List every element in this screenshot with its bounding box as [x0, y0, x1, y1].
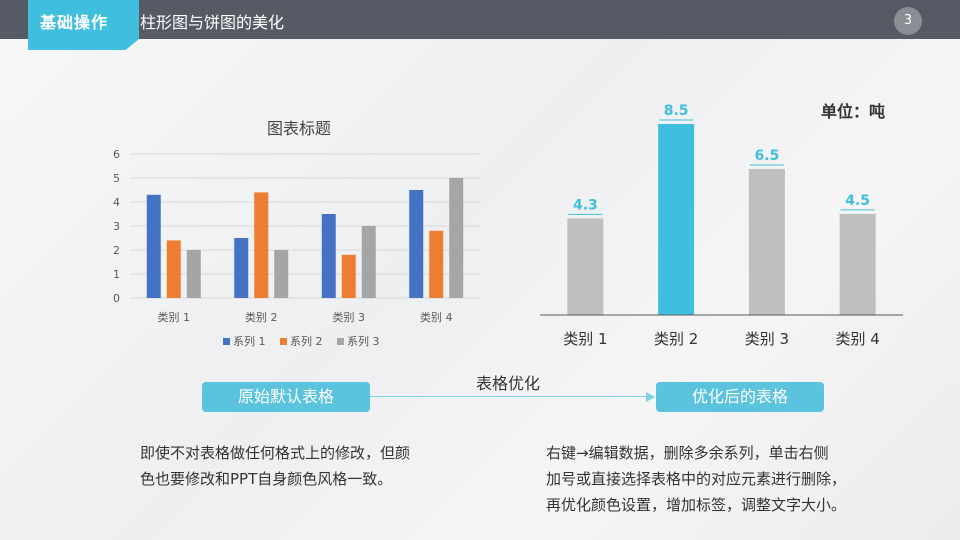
x-tick-label: 类别 4 [835, 330, 879, 348]
bar-series-1 [146, 194, 161, 298]
y-tick-label: 0 [113, 292, 120, 305]
legend-swatch [223, 338, 230, 345]
arrow-right-icon [646, 392, 655, 402]
legend-swatch [280, 338, 287, 345]
optimize-arrow-line [370, 396, 648, 397]
data-label: 4.5 [845, 193, 870, 209]
legend-entry: 系列 2 [290, 334, 323, 348]
bar-series-3 [361, 226, 376, 298]
legend-swatch [337, 338, 344, 345]
optimized-table-label: 优化后的表格 [656, 382, 824, 412]
right-description-line: 右键→编辑数据，删除多余系列，单击右侧 [546, 444, 829, 462]
legend-entry: 系列 1 [233, 334, 266, 348]
bar-series-2 [254, 192, 269, 298]
data-label: 6.5 [754, 148, 779, 164]
default-bar-chart: 图表标题 0 1 2 3 4 5 6 类别 1 类别 2 类别 3 类别 4 系列 1 系列 2 系列 3 [113, 119, 480, 348]
bar [839, 213, 876, 315]
bar [658, 124, 695, 315]
x-tick-label: 类别 4 [420, 310, 453, 324]
bar-series-1 [409, 190, 424, 298]
optimized-bar-chart: 单位：吨 4.3 类别 1 8.5 类别 2 6.5 类别 3 4.5 类别 4 [540, 102, 903, 348]
y-tick-label: 6 [113, 148, 120, 161]
y-tick-label: 2 [113, 244, 120, 257]
optimize-arrow-label: 表格优化 [476, 374, 541, 393]
left-description-line: 色也要修改和PPT自身颜色风格一致。 [140, 470, 393, 488]
y-tick-label: 4 [113, 196, 120, 209]
x-tick-label: 类别 1 [158, 310, 191, 324]
right-description-line: 再优化颜色设置，增加标签，调整文字大小。 [546, 496, 847, 514]
y-tick-label: 1 [113, 268, 120, 281]
section-tag-label: 基础操作 [40, 13, 109, 32]
page-title: 柱形图与饼图的美化 [140, 13, 285, 32]
data-label: 4.3 [573, 197, 598, 213]
x-tick-label: 类别 1 [563, 330, 607, 348]
bar-series-3 [449, 178, 464, 298]
section-tag [28, 0, 139, 50]
right-description: 右键→编辑数据，删除多余系列，单击右侧 加号或直接选择表格中的对应元素进行删除，… [546, 440, 926, 518]
header-bar [0, 0, 960, 39]
right-description-line: 加号或直接选择表格中的对应元素进行删除， [546, 470, 847, 488]
bar-series-1 [234, 238, 249, 298]
x-tick-label: 类别 3 [333, 310, 366, 324]
y-tick-label: 5 [113, 172, 120, 185]
left-description-line: 即使不对表格做任何格式上的修改，但颜 [140, 444, 411, 462]
y-tick-label: 3 [113, 220, 120, 233]
page-number: 3 [894, 7, 922, 35]
left-description: 即使不对表格做任何格式上的修改，但颜 色也要修改和PPT自身颜色风格一致。 [140, 440, 500, 492]
bar-series-3 [274, 250, 289, 298]
legend-entry: 系列 3 [347, 334, 380, 348]
bar-series-1 [321, 214, 336, 298]
bar-series-2 [166, 240, 181, 298]
bar-series-2 [341, 254, 356, 298]
unit-label: 单位：吨 [821, 102, 885, 121]
bar-series-2 [429, 230, 444, 298]
x-tick-label: 类别 3 [745, 330, 789, 348]
chart-title: 图表标题 [267, 119, 331, 138]
bar-series-3 [186, 250, 201, 298]
x-tick-label: 类别 2 [245, 310, 278, 324]
bar [567, 218, 604, 315]
x-tick-label: 类别 2 [654, 330, 698, 348]
data-label: 8.5 [664, 103, 689, 119]
bar [748, 168, 785, 315]
original-table-label: 原始默认表格 [202, 382, 370, 412]
